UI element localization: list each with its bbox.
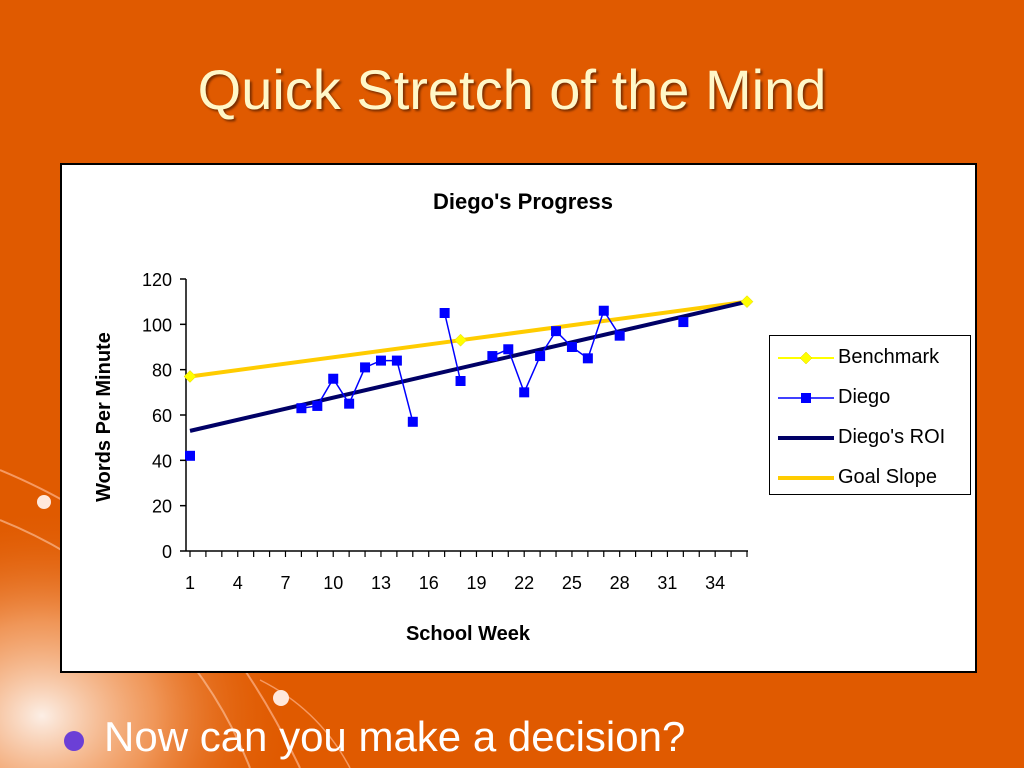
data-point-diego (296, 403, 307, 414)
data-point-diego (407, 416, 418, 427)
x-tick-label: 34 (705, 573, 725, 593)
data-point-diego (614, 330, 625, 341)
y-axis-label: Words Per Minute (93, 332, 115, 502)
bullet-text: Now can you make a decision? (104, 713, 686, 760)
x-tick-label: 1 (185, 573, 195, 593)
legend-swatch-diegos-roi (778, 436, 834, 440)
x-tick-label: 10 (323, 573, 343, 593)
x-tick-label: 16 (419, 573, 439, 593)
data-point-benchmark (183, 370, 197, 383)
legend-item-benchmark: Benchmark (770, 342, 970, 372)
data-point-diego (535, 351, 546, 362)
data-point-diego (487, 351, 498, 362)
data-point-diego (344, 398, 355, 409)
legend-label-diegos-roi: Diego's ROI (838, 426, 946, 448)
data-point-diego (312, 400, 323, 411)
legend-item-goal-slope: Goal Slope (770, 462, 970, 492)
x-tick-label: 25 (562, 573, 582, 593)
y-tick-label: 120 (142, 270, 172, 290)
data-point-diego (360, 362, 371, 373)
x-tick-label: 19 (466, 573, 486, 593)
x-tick-label: 31 (657, 573, 677, 593)
data-point-diego (328, 373, 339, 384)
chart-plot: Diego's Progress School Week Words Per M… (93, 189, 754, 645)
x-tick-label: 28 (610, 573, 630, 593)
bullet-dot-icon (64, 731, 84, 751)
y-tick-label: 100 (142, 315, 172, 335)
legend-item-diegos-roi: Diego's ROI (770, 422, 970, 452)
legend-label-goal-slope: Goal Slope (838, 466, 937, 488)
legend-item-diego: Diego (770, 382, 970, 412)
data-point-diego (678, 317, 689, 328)
legend-swatch-benchmark (778, 351, 834, 365)
data-point-diego (519, 387, 530, 398)
data-point-benchmark (740, 295, 754, 309)
data-point-diego (455, 376, 466, 386)
legend-label-diego: Diego (838, 386, 891, 408)
series-line-diegos-roi (189, 299, 748, 433)
data-point-diego (503, 344, 514, 355)
data-point-diego (551, 326, 562, 337)
chart-container: Diego's Progress School Week Words Per M… (60, 163, 977, 673)
x-tick-label: 22 (514, 573, 534, 593)
data-point-diego (391, 355, 402, 366)
series-line-diego (443, 312, 462, 382)
y-tick-label: 0 (162, 542, 172, 562)
data-point-diego (598, 305, 609, 316)
y-tick-label: 20 (152, 497, 172, 517)
data-point-benchmark (454, 333, 467, 347)
y-tick-label: 80 (152, 361, 172, 381)
legend-swatch-goal-slope (778, 476, 834, 480)
chart-legend: Benchmark Diego Diego's ROI Goal Slope (769, 335, 971, 495)
y-tick-label: 60 (152, 406, 172, 426)
slide-title: Quick Stretch of the Mind (197, 58, 827, 121)
y-tick-label: 40 (152, 451, 172, 471)
chart-title: Diego's Progress (433, 189, 613, 214)
data-point-diego (439, 308, 450, 318)
data-point-diego (375, 355, 386, 366)
x-axis-label: School Week (406, 623, 531, 645)
data-point-diego (566, 342, 577, 352)
x-tick-label: 4 (233, 573, 243, 593)
x-tick-label: 7 (280, 573, 290, 593)
x-tick-label: 13 (371, 573, 391, 593)
data-point-diego (582, 353, 593, 364)
data-point-diego (185, 450, 195, 461)
legend-label-benchmark: Benchmark (838, 346, 940, 368)
legend-swatch-diego (778, 393, 834, 403)
